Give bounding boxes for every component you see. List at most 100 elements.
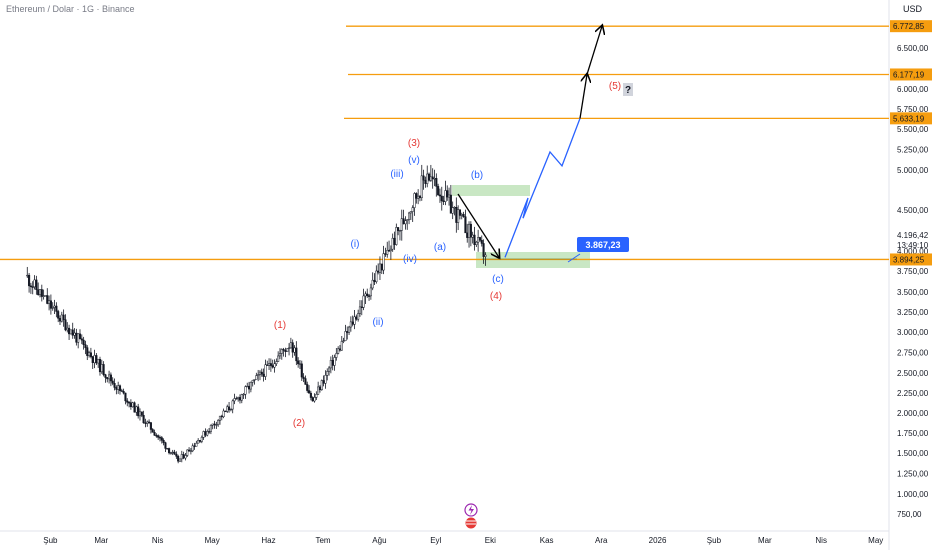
x-tick-label: 2026 <box>649 536 667 545</box>
candle <box>240 394 243 401</box>
y-tick-label: 3.250,00 <box>897 308 929 317</box>
candle <box>55 305 58 312</box>
candle <box>228 406 231 411</box>
candle <box>426 173 429 184</box>
x-tick-label: Eyl <box>430 536 441 545</box>
price-level-tag <box>890 112 932 125</box>
candle <box>482 243 485 257</box>
candle <box>29 285 32 287</box>
candle <box>198 440 202 442</box>
candle <box>395 227 398 245</box>
candle <box>286 348 289 352</box>
candle <box>89 352 92 357</box>
candle <box>384 253 387 255</box>
candle <box>117 385 120 390</box>
candle <box>133 402 136 413</box>
candle <box>93 355 96 363</box>
y-tick-label: 1.750,00 <box>897 429 929 438</box>
y-tick-label: 1.500,00 <box>897 449 929 458</box>
target-price-tag[interactable] <box>577 237 629 252</box>
candle <box>62 314 65 320</box>
wave-label: (2) <box>293 418 305 429</box>
x-tick-label: Eki <box>485 536 496 545</box>
candle <box>144 422 147 424</box>
candle <box>380 263 383 271</box>
candle <box>180 454 183 460</box>
candle <box>427 173 431 181</box>
y-tick-label: 2.500,00 <box>897 369 929 378</box>
candle <box>404 220 407 225</box>
candle <box>298 363 302 365</box>
candle <box>204 431 207 436</box>
wave-label: (5) <box>609 81 621 92</box>
y-tick-label: 6.500,00 <box>897 44 929 53</box>
extension-arrow-2[interactable] <box>586 26 602 75</box>
candle <box>268 363 271 366</box>
candle <box>131 402 134 408</box>
candle <box>389 248 392 252</box>
candle <box>466 232 469 238</box>
candle <box>337 348 340 354</box>
candle <box>400 218 403 231</box>
candle <box>208 431 211 433</box>
candle <box>246 385 249 388</box>
candle <box>104 374 107 378</box>
y-tick-label: 2.250,00 <box>897 389 929 398</box>
candle <box>460 214 463 216</box>
candle <box>335 353 338 358</box>
y-tick-label: 2.750,00 <box>897 349 929 358</box>
price-level-tag-text: 5.633,19 <box>893 114 925 123</box>
candles-group <box>26 164 487 464</box>
candle <box>31 286 34 288</box>
candle <box>160 437 163 441</box>
candle <box>128 402 131 404</box>
candle <box>209 424 212 432</box>
candle <box>324 375 327 384</box>
candle <box>215 424 218 426</box>
chart-title: Ethereum / Dolar · 1G · Binance <box>6 4 135 14</box>
currency-label: USD <box>902 4 922 14</box>
candle <box>129 402 132 408</box>
candle <box>358 306 362 314</box>
x-tick-label: Mar <box>94 536 108 545</box>
candle <box>73 332 76 336</box>
candle <box>248 385 251 390</box>
candle <box>371 279 374 289</box>
candle <box>308 390 311 394</box>
price-level-tag-text: 3.894,25 <box>893 255 925 264</box>
target-price-text: 3.867,23 <box>585 240 620 250</box>
price-level-tag-text: 6.772,85 <box>893 22 925 31</box>
candle <box>106 377 109 380</box>
candle <box>295 347 298 362</box>
candle <box>200 437 203 442</box>
candle <box>288 347 291 349</box>
question-badge <box>623 83 633 96</box>
extension-arrow-1[interactable] <box>579 74 587 119</box>
candle <box>48 300 51 304</box>
candle <box>95 355 98 364</box>
candle <box>447 194 451 198</box>
candle <box>269 363 272 366</box>
candle <box>338 348 342 351</box>
candle <box>355 316 358 320</box>
candle <box>366 293 369 297</box>
candle <box>108 374 111 380</box>
corrective-projection-path[interactable] <box>457 193 499 257</box>
candle <box>69 329 72 335</box>
candle <box>377 270 380 273</box>
impulse-projection-path[interactable] <box>504 118 581 258</box>
candle <box>51 307 54 309</box>
last-price-label: 4.196,42 <box>897 231 929 240</box>
candle <box>57 311 60 319</box>
candle <box>111 380 114 384</box>
candle <box>444 190 447 202</box>
candle <box>146 421 149 424</box>
x-tick-label: Nis <box>152 536 164 545</box>
candle <box>38 289 42 295</box>
candle <box>435 178 438 187</box>
wave-label: (a) <box>434 242 446 253</box>
lightning-glyph <box>468 505 474 515</box>
candle <box>164 442 167 449</box>
candle <box>122 391 125 394</box>
